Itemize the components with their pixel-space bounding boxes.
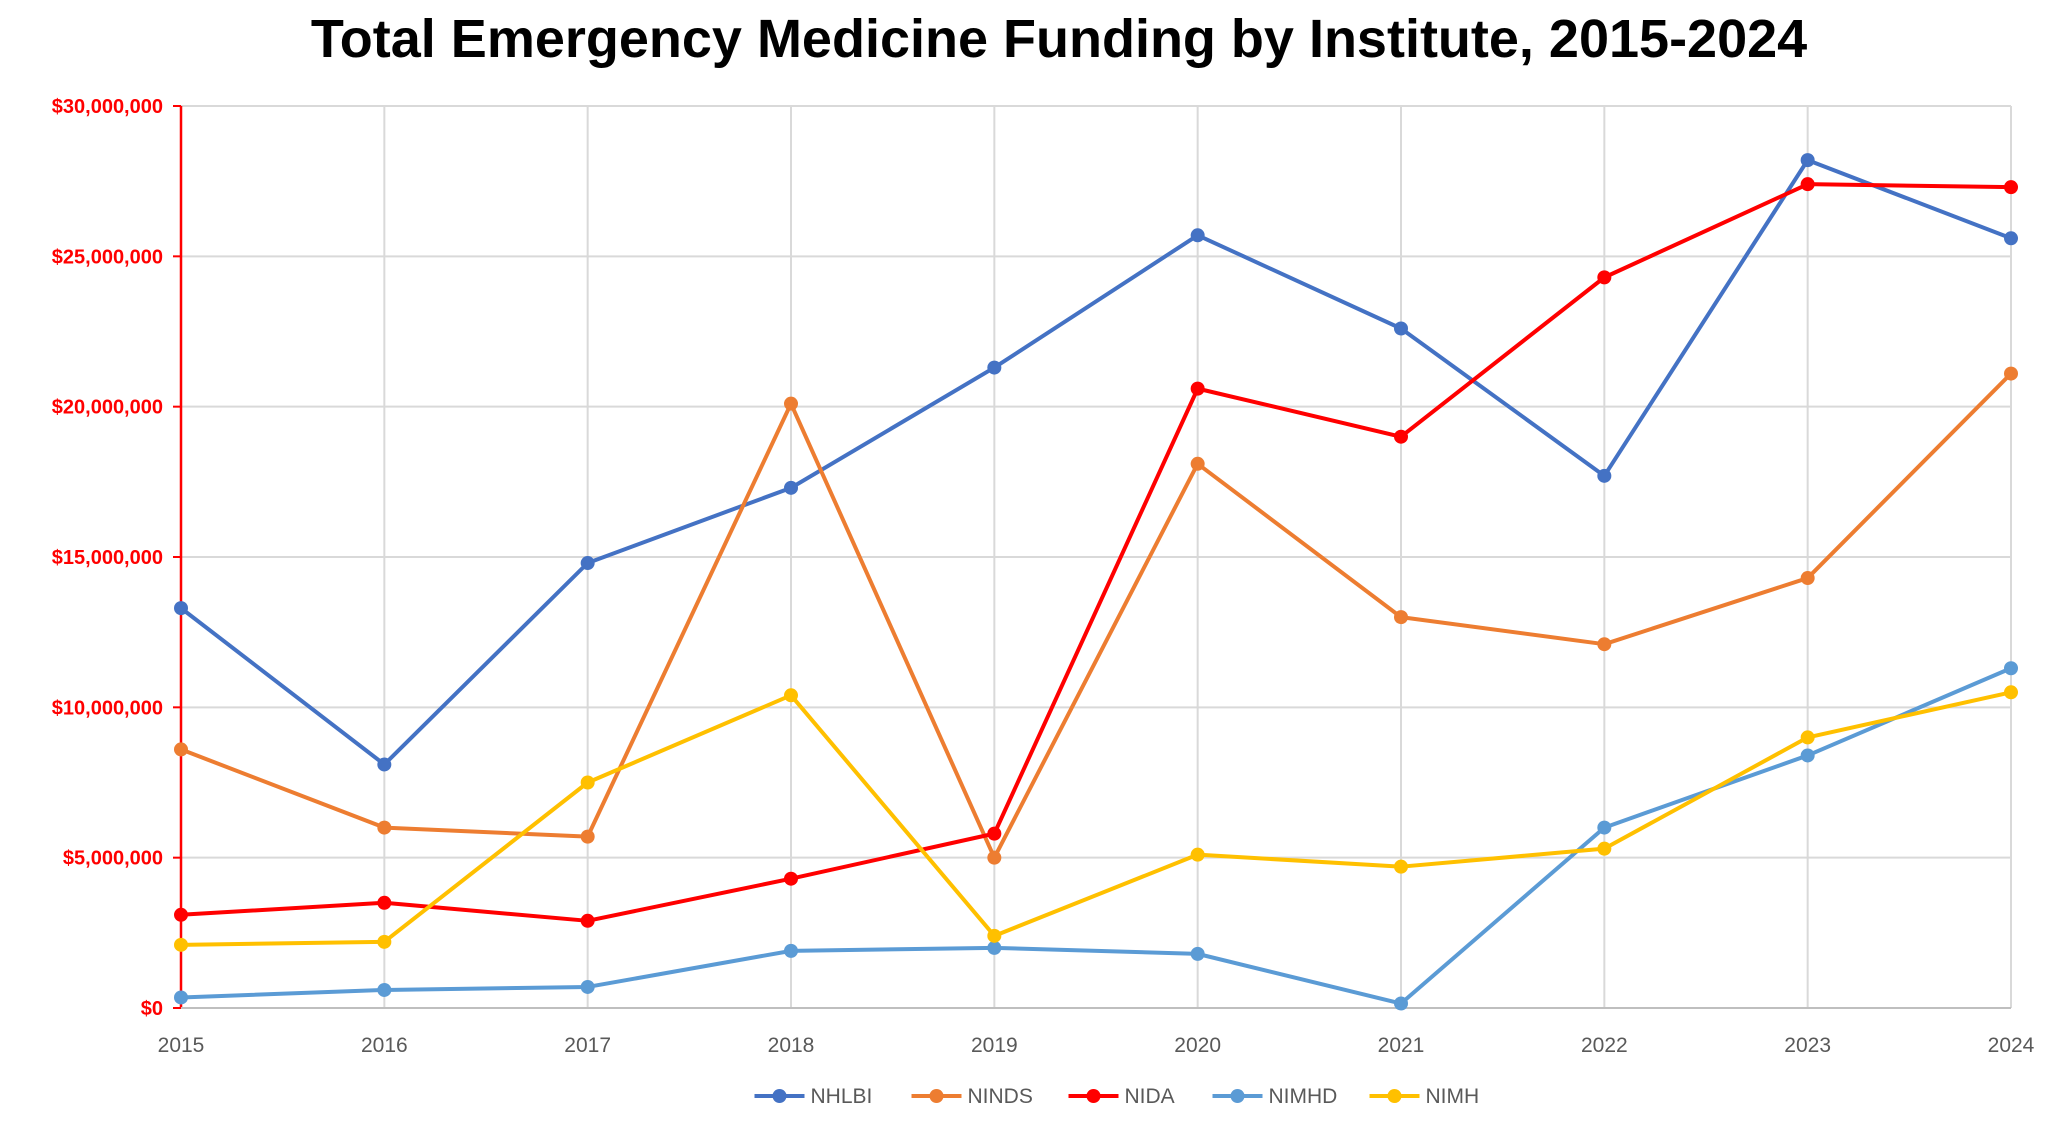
y-tick-label: $20,000,000 [52,397,163,419]
legend-item-nimh: NIMH [1369,1085,1480,1108]
data-point-ninds [1394,610,1408,625]
data-point-nimhd [377,982,392,997]
data-point-nimh [377,934,392,949]
legend-swatch-marker [1086,1089,1101,1103]
series-line-nimh [180,690,2012,947]
data-point-ninds [784,396,798,411]
y-tick-label: $30,000,000 [52,96,163,118]
x-tick-label: 2021 [1378,1034,1425,1057]
data-point-nimhd [1800,748,1815,763]
y-tick-label: $15,000,000 [52,547,163,569]
data-point-ninds [1800,571,1815,586]
data-point-ninds [1597,637,1612,652]
data-point-nhlbi [1394,321,1408,336]
legend-swatch-marker [1230,1089,1245,1103]
legend-swatch-marker [1387,1089,1402,1103]
data-point-nimhd [2004,661,2018,676]
data-point-nimh [580,775,595,790]
data-point-nimhd [987,940,1002,955]
series-lines [174,153,2018,1011]
data-point-nimhd [784,943,798,958]
data-point-nimh [1394,859,1408,874]
x-tick-label: 2024 [1988,1034,2035,1057]
data-point-nida [987,826,1002,841]
x-tick-label: 2020 [1174,1034,1221,1057]
data-point-nimhd [174,990,188,1005]
legend-label: NHLBI [811,1085,873,1108]
y-tick-label: $5,000,000 [63,848,163,870]
data-point-nida [1394,429,1408,444]
data-point-ninds [1190,456,1205,471]
data-point-nimh [784,688,798,703]
x-tick-label: 2016 [361,1034,408,1057]
y-tick-label: $0 [141,998,163,1020]
axes: $0 $5,000,000 $10,000,000 $15,000,000 $20,00… [52,96,2035,1057]
legend-swatch-marker [772,1089,787,1103]
data-point-nida [1597,270,1612,285]
data-point-nhlbi [1190,228,1205,243]
x-tick-label: 2015 [158,1034,205,1057]
data-point-nhlbi [784,480,798,495]
data-point-nimhd [1190,946,1205,961]
data-point-nida [377,895,392,910]
data-point-nhlbi [1597,468,1612,483]
data-point-nimhd [1597,820,1612,835]
data-point-nida [580,913,595,928]
data-point-nimh [174,937,188,952]
data-point-nida [174,907,188,922]
data-point-nida [1800,177,1815,192]
x-tick-label: 2019 [971,1034,1018,1057]
x-tick-label: 2018 [768,1034,815,1057]
series-line-ninds [180,372,2013,860]
data-point-nhlbi [377,757,392,772]
legend: NHLBI NINDS NIDA NIMHD NIMH [754,1085,1480,1108]
data-point-nimhd [580,979,595,994]
series-line-nhlbi [179,158,2012,767]
data-point-ninds [580,829,595,844]
data-point-nimh [1597,841,1612,856]
data-point-nimhd [1394,996,1408,1011]
gridlines [180,105,2012,1009]
x-tick-label: 2023 [1784,1034,1831,1057]
data-point-nida [784,871,798,886]
data-point-nida [2004,180,2018,195]
data-point-nimh [2004,685,2018,700]
data-point-nhlbi [174,601,188,616]
y-tick-label: $25,000,000 [52,246,163,268]
data-point-nida [1190,381,1205,396]
data-point-nimh [1190,847,1205,862]
legend-label: NIMHD [1269,1085,1338,1108]
legend-label: NIMH [1426,1085,1480,1108]
data-point-nhlbi [987,360,1002,375]
data-point-nimh [1800,730,1815,745]
y-tick-label: $10,000,000 [52,697,163,719]
x-tick-label: 2022 [1581,1034,1628,1057]
legend-item-ninds: NINDS [911,1085,1033,1108]
data-point-nimh [987,928,1002,943]
data-point-ninds [377,820,392,835]
legend-label: NINDS [968,1085,1033,1108]
chart-title: Total Emergency Medicine Funding by Inst… [310,9,1808,69]
legend-label: NIDA [1125,1085,1175,1108]
legend-swatch-marker [929,1089,944,1103]
legend-item-nhlbi: NHLBI [754,1085,873,1108]
legend-item-nida: NIDA [1068,1085,1175,1108]
series-line-nimhd [180,666,2012,1006]
data-point-ninds [2004,366,2018,381]
data-point-ninds [987,850,1002,865]
data-point-nhlbi [1800,153,1815,168]
x-tick-label: 2017 [564,1034,611,1057]
legend-item-nimhd: NIMHD [1212,1085,1338,1108]
data-point-ninds [174,742,188,757]
data-point-nhlbi [2004,231,2018,246]
data-point-nhlbi [580,556,595,571]
series-line-nida [180,182,2012,923]
